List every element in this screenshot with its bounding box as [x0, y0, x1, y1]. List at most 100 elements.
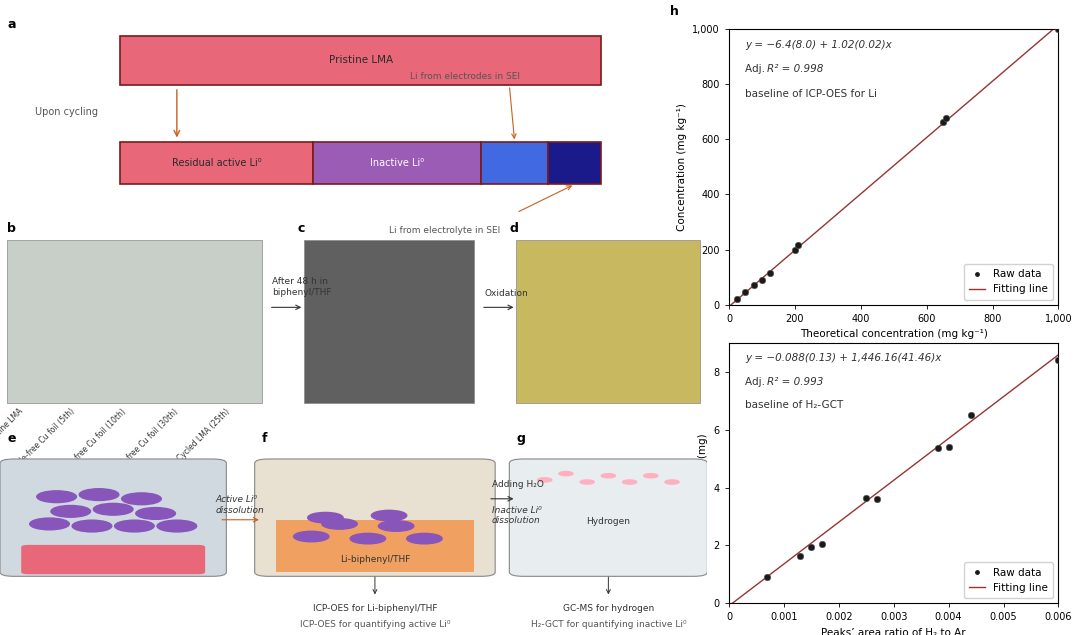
Text: Adding H₂O: Adding H₂O — [491, 479, 543, 488]
Circle shape — [622, 480, 637, 484]
Circle shape — [51, 505, 91, 518]
Point — [858, 493, 875, 503]
FancyBboxPatch shape — [255, 459, 495, 577]
Text: GC-MS for hydrogen: GC-MS for hydrogen — [563, 603, 654, 613]
Circle shape — [538, 478, 552, 482]
Text: Cycled LMA (25th): Cycled LMA (25th) — [175, 407, 231, 463]
Circle shape — [114, 520, 154, 532]
Text: Inactive Li⁰
dissolution: Inactive Li⁰ dissolution — [491, 506, 541, 525]
Text: f: f — [261, 432, 267, 444]
Text: d: d — [510, 222, 518, 235]
Circle shape — [378, 521, 414, 531]
Text: Adj.: Adj. — [745, 65, 769, 74]
Text: baseline of ICP-OES for Li: baseline of ICP-OES for Li — [745, 90, 877, 99]
Text: Pristine LMA: Pristine LMA — [328, 55, 393, 65]
Text: Active Li⁰
dissolution: Active Li⁰ dissolution — [216, 495, 265, 515]
Point — [789, 240, 807, 250]
Circle shape — [136, 507, 175, 519]
Point — [813, 539, 831, 549]
Text: Anode-free Cu foil (30th): Anode-free Cu foil (30th) — [106, 407, 179, 481]
Text: y = −0.088(0.13) + 1,446.16(41.46)x: y = −0.088(0.13) + 1,446.16(41.46)x — [745, 353, 942, 363]
Circle shape — [308, 512, 343, 523]
Circle shape — [122, 493, 161, 505]
FancyBboxPatch shape — [510, 459, 707, 577]
Circle shape — [644, 474, 658, 478]
Point — [759, 572, 777, 582]
Text: R² = 0.998: R² = 0.998 — [767, 65, 823, 74]
Point — [940, 442, 957, 452]
Y-axis label: Mass of Li (mg): Mass of Li (mg) — [698, 433, 708, 513]
Circle shape — [322, 519, 357, 529]
Circle shape — [407, 533, 442, 544]
Text: ICP-OES for quantifying active Li⁰: ICP-OES for quantifying active Li⁰ — [299, 620, 450, 629]
Circle shape — [372, 511, 407, 521]
Text: c: c — [297, 222, 305, 235]
Bar — [305, 240, 474, 403]
Text: R² = 0.993: R² = 0.993 — [767, 377, 823, 387]
Text: Li-biphenyl/THF: Li-biphenyl/THF — [340, 555, 410, 564]
Text: Hydrogen: Hydrogen — [586, 518, 631, 526]
X-axis label: Peaks’ area ratio of H₂ to Ar: Peaks’ area ratio of H₂ to Ar — [822, 628, 966, 635]
Bar — [275, 519, 474, 572]
Text: Upon cycling: Upon cycling — [36, 107, 98, 117]
Text: Anode-free Cu foil (10th): Anode-free Cu foil (10th) — [55, 407, 129, 480]
Point — [729, 294, 746, 304]
Bar — [516, 240, 700, 403]
Text: Li from electrolyte in SEI: Li from electrolyte in SEI — [389, 226, 500, 235]
Circle shape — [580, 480, 594, 484]
Text: Residual active Li⁰: Residual active Li⁰ — [172, 158, 261, 168]
Bar — [8, 240, 261, 403]
Circle shape — [30, 518, 69, 530]
Circle shape — [157, 520, 197, 532]
Bar — [313, 142, 481, 184]
Text: H₂-GCT for quantifying inactive Li⁰: H₂-GCT for quantifying inactive Li⁰ — [530, 620, 686, 629]
Point — [754, 275, 771, 285]
Point — [962, 410, 980, 420]
FancyBboxPatch shape — [0, 459, 227, 577]
FancyBboxPatch shape — [22, 545, 205, 574]
Text: h: h — [670, 4, 678, 18]
Bar — [549, 142, 602, 184]
Circle shape — [93, 504, 133, 515]
Point — [868, 494, 886, 504]
Circle shape — [558, 472, 573, 476]
Point — [937, 113, 955, 123]
Text: After 48 h in
biphenyl/THF: After 48 h in biphenyl/THF — [272, 277, 332, 297]
Text: y = −6.4(8.0) + 1.02(0.02)x: y = −6.4(8.0) + 1.02(0.02)x — [745, 39, 892, 50]
Point — [802, 542, 820, 552]
Bar — [481, 142, 549, 184]
Point — [1050, 355, 1067, 365]
Text: a: a — [8, 18, 15, 31]
Point — [1050, 24, 1067, 34]
Point — [929, 443, 946, 453]
Circle shape — [665, 480, 679, 484]
Bar — [120, 36, 602, 85]
Y-axis label: Concentration (mg kg⁻¹): Concentration (mg kg⁻¹) — [677, 103, 687, 231]
Text: Adj.: Adj. — [745, 377, 769, 387]
Legend: Raw data, Fitting line: Raw data, Fitting line — [964, 264, 1053, 300]
Point — [792, 551, 809, 561]
Text: b: b — [8, 222, 16, 235]
Point — [761, 268, 779, 278]
Circle shape — [72, 520, 111, 532]
Legend: Raw data, Fitting line: Raw data, Fitting line — [964, 563, 1053, 598]
Text: ICP-OES for Li-biphenyl/THF: ICP-OES for Li-biphenyl/THF — [313, 603, 437, 613]
Point — [934, 117, 951, 128]
Text: Anode-free Cu foil (5th): Anode-free Cu foil (5th) — [6, 407, 77, 477]
Text: Inactive Li⁰: Inactive Li⁰ — [369, 158, 424, 168]
X-axis label: Theoretical concentration (mg kg⁻¹): Theoretical concentration (mg kg⁻¹) — [800, 330, 987, 339]
Circle shape — [602, 474, 616, 478]
Circle shape — [294, 531, 329, 542]
Circle shape — [37, 491, 77, 502]
Point — [737, 287, 754, 297]
Circle shape — [79, 489, 119, 500]
Point — [745, 281, 762, 291]
Text: e: e — [8, 432, 15, 444]
Text: Pristine LMA: Pristine LMA — [0, 407, 25, 447]
Text: Li from electrodes in SEI: Li from electrodes in SEI — [410, 72, 521, 81]
Bar — [120, 142, 313, 184]
Circle shape — [350, 533, 386, 544]
Point — [786, 244, 804, 255]
Text: Oxidation: Oxidation — [485, 289, 528, 298]
Text: g: g — [516, 432, 525, 444]
